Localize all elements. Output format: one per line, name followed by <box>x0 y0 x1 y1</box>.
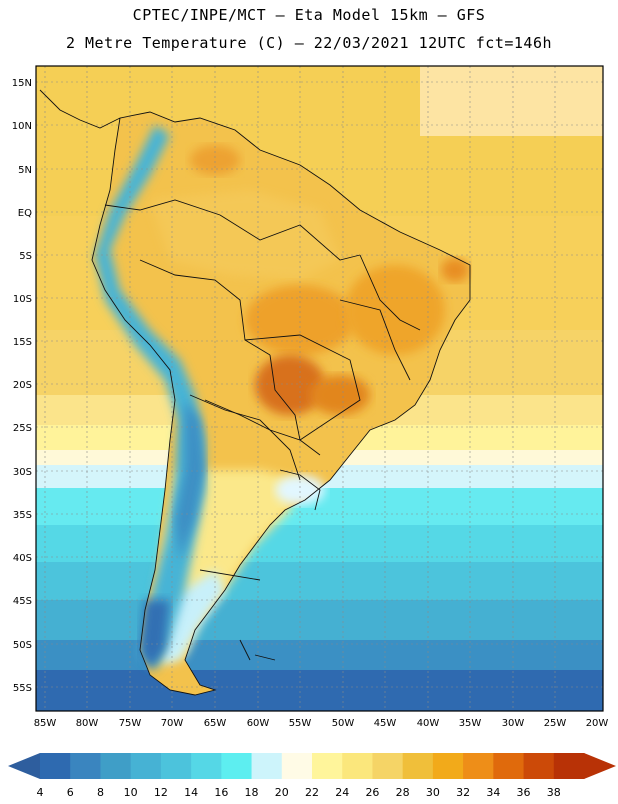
colorbar-label: 10 <box>124 786 138 799</box>
latitude-labels: 15N 10N 5N EQ 5S 10S 15S 20S 25S 30S 35S… <box>12 78 32 694</box>
lon-label: 25W <box>544 718 567 729</box>
lon-label: 60W <box>247 718 270 729</box>
colorbar-cell <box>70 753 101 779</box>
lat-label: EQ <box>18 208 32 219</box>
colorbar-high-arrow <box>584 753 616 779</box>
colorbar-label: 8 <box>97 786 104 799</box>
colorbar-cell <box>553 753 585 779</box>
lon-label: 40W <box>417 718 440 729</box>
lat-label: 45S <box>13 596 32 607</box>
lon-label: 45W <box>374 718 397 729</box>
lat-label: 10S <box>13 294 32 305</box>
colorbar-label: 24 <box>335 786 349 799</box>
lat-label: 35S <box>13 510 32 521</box>
colorbar-label: 38 <box>547 786 561 799</box>
lon-label: 50W <box>332 718 355 729</box>
lat-label: 30S <box>13 467 32 478</box>
colorbar-label: 20 <box>275 786 289 799</box>
colorbar-label: 26 <box>365 786 379 799</box>
colorbar-label: 22 <box>305 786 319 799</box>
colorbar-label: 34 <box>486 786 500 799</box>
colorbar-cell <box>402 753 434 779</box>
colorbar-cell <box>342 753 373 779</box>
lat-label: 55S <box>13 683 32 694</box>
lat-label: 15S <box>13 337 32 348</box>
lon-label: 35W <box>459 718 482 729</box>
lat-label: 40S <box>13 553 32 564</box>
colorbar-cell <box>191 753 222 779</box>
lat-label: 15N <box>12 78 32 89</box>
temperature-field <box>36 66 603 711</box>
lon-label: 30W <box>502 718 525 729</box>
lon-label: 55W <box>289 718 312 729</box>
longitude-labels: 85W 80W 75W 70W 65W 60W 55W 50W 45W 40W … <box>34 718 609 729</box>
colorbar-cell <box>281 753 313 779</box>
colorbar: 4 6 8 10 12 14 16 18 20 22 24 26 28 30 32 34 36 38 <box>8 753 616 799</box>
lat-label: 20S <box>13 380 32 391</box>
colorbar-cell <box>312 753 343 779</box>
colorbar-label: 28 <box>396 786 410 799</box>
colorbar-label: 12 <box>154 786 168 799</box>
lon-label: 80W <box>76 718 99 729</box>
colorbar-cell <box>463 753 494 779</box>
lat-label: 25S <box>13 423 32 434</box>
lon-label: 70W <box>161 718 184 729</box>
chart-title-line-2: 2 Metre Temperature (C) – 22/03/2021 12U… <box>65 34 553 52</box>
colorbar-label: 16 <box>214 786 228 799</box>
lon-label: 20W <box>586 718 609 729</box>
lat-label: 50S <box>13 640 32 651</box>
lon-label: 75W <box>119 718 142 729</box>
lat-label: 10N <box>12 121 32 132</box>
colorbar-label: 32 <box>456 786 470 799</box>
colorbar-low-arrow <box>8 753 40 779</box>
chart-title-line-1: CPTEC/INPE/MCT – Eta Model 15km – GFS <box>132 6 486 24</box>
colorbar-label: 18 <box>245 786 259 799</box>
colorbar-cell <box>372 753 404 779</box>
lon-label: 65W <box>204 718 227 729</box>
colorbar-cell <box>432 753 464 779</box>
lon-label: 85W <box>34 718 57 729</box>
colorbar-cell <box>160 753 192 779</box>
colorbar-cell <box>251 753 283 779</box>
colorbar-label: 4 <box>37 786 44 799</box>
colorbar-cell <box>493 753 525 779</box>
colorbar-label: 36 <box>517 786 531 799</box>
colorbar-cell <box>40 753 71 779</box>
lat-label: 5S <box>19 251 32 262</box>
lat-label: 5N <box>18 165 32 176</box>
colorbar-label: 14 <box>184 786 198 799</box>
colorbar-cell <box>523 753 555 779</box>
colorbar-cell <box>100 753 132 779</box>
colorbar-label: 30 <box>426 786 440 799</box>
colorbar-label: 6 <box>67 786 74 799</box>
colorbar-cell <box>221 753 253 779</box>
colorbar-cell <box>130 753 162 779</box>
coastlines-and-borders <box>39 89 471 696</box>
map-frame <box>35 65 604 712</box>
